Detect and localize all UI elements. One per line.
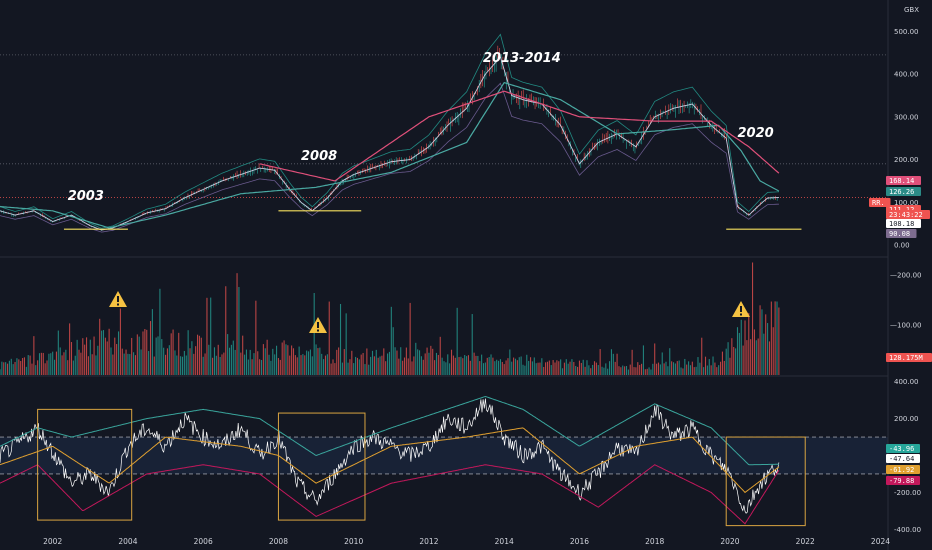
oscillator-axis-tick: 200.00 — [894, 415, 919, 423]
oscillator-panel — [0, 395, 888, 527]
oscillator-series-line — [0, 464, 780, 525]
highlight-box — [277, 412, 366, 521]
oscillator-series-line — [0, 427, 780, 494]
oscillator-tag-box — [886, 476, 920, 485]
price-series-line — [0, 81, 780, 229]
oscillator-series-line — [0, 395, 779, 466]
volume-tag-text: 128.175M — [889, 354, 923, 362]
price-tag-text: 168.14 — [889, 177, 914, 185]
time-axis-tick: 2010 — [344, 537, 363, 546]
time-axis-tick: 2024 — [871, 537, 890, 546]
time-axis-tick: 2016 — [570, 537, 589, 546]
period-annotation: 2013-2014 — [483, 51, 561, 66]
price-tag-text: 126.26 — [889, 188, 914, 196]
time-axis-tick: 2004 — [118, 537, 137, 546]
price-series-line — [259, 90, 780, 182]
period-annotation: 2020 — [737, 126, 773, 141]
oscillator-tag-text: -61.92 — [889, 466, 914, 474]
price-axis-tick: 200.00 — [894, 156, 919, 164]
period-annotation: 2003 — [68, 189, 104, 204]
price-axis-tick: 100.00 — [894, 199, 919, 207]
time-axis-tick: 2022 — [796, 537, 815, 546]
time-axis-tick: 2020 — [720, 537, 739, 546]
warning-icon — [109, 291, 127, 307]
oscillator-tag-text: -47.64 — [889, 455, 914, 463]
price-tag-text: 23:43:22 — [889, 211, 923, 219]
warning-dot — [317, 329, 319, 332]
price-tag-text: RR. — [872, 199, 885, 207]
oscillator-series-line — [0, 398, 780, 514]
oscillator-tag-box — [886, 454, 920, 463]
price-series-line — [0, 56, 779, 231]
oscillator-tag-text: -43.96 — [889, 445, 914, 453]
price-tag-box — [886, 176, 921, 185]
price-tag-box — [886, 210, 930, 219]
time-axis-tick: 2018 — [645, 537, 664, 546]
warning-dot — [740, 313, 742, 316]
volume-tag-box — [886, 353, 932, 362]
oscillator-tag-box — [886, 465, 920, 474]
oscillator-tag-box — [886, 444, 920, 453]
volume-panel — [0, 262, 780, 375]
time-axis-tick: 2006 — [194, 537, 213, 546]
highlight-box — [725, 436, 806, 527]
time-axis-tick: 2008 — [269, 537, 288, 546]
warning-mark — [317, 322, 319, 328]
warning-mark — [740, 306, 742, 312]
price-tag-box — [886, 229, 917, 238]
time-axis-tick: 2012 — [419, 537, 438, 546]
warning-icon — [732, 301, 750, 317]
oscillator-axis-tick: 400.00 — [894, 378, 919, 386]
price-tag-box — [869, 198, 891, 207]
price-axis-tick: 0.00 — [894, 242, 910, 250]
oscillator-axis-tick: -200.00 — [894, 489, 921, 497]
lower-band — [0, 82, 779, 233]
volume-axis-tick: —200.00 — [890, 272, 922, 280]
warning-icon — [309, 317, 327, 333]
volume-axis-tick: —100.00 — [890, 322, 922, 330]
highlight-box — [37, 408, 133, 521]
price-axis-tick: 500.00 — [894, 28, 919, 36]
price-tag-box — [886, 219, 921, 228]
time-axis-tick: 2014 — [495, 537, 514, 546]
warning-dot — [117, 303, 119, 306]
price-tag-box — [886, 187, 921, 196]
oscillator-axis-tick: -400.00 — [894, 526, 921, 534]
upper-band — [0, 33, 779, 229]
currency-label: GBX — [904, 6, 919, 14]
price-axis-tick: 300.00 — [894, 113, 919, 121]
price-axis-tick: 400.00 — [894, 71, 919, 79]
warning-mark — [117, 296, 119, 302]
period-annotation: 2008 — [301, 149, 337, 164]
oscillator-tag-text: -79.88 — [889, 477, 914, 485]
price-tag-text: 90.08 — [889, 230, 910, 238]
time-axis-tick: 2002 — [43, 537, 62, 546]
price-tag-text: 108.18 — [889, 220, 914, 228]
price-panel: 2003 2008 2013-2014 2020 — [0, 33, 888, 233]
